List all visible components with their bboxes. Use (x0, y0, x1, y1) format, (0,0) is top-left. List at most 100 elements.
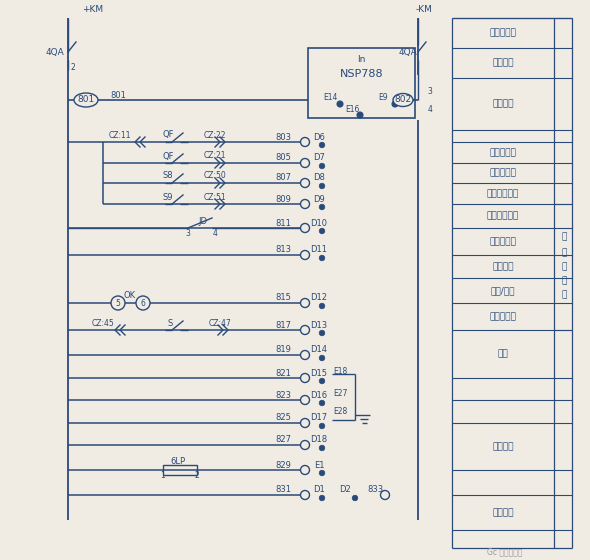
Text: 813: 813 (275, 245, 291, 254)
Text: 5: 5 (116, 298, 120, 307)
Circle shape (300, 158, 310, 167)
Bar (308, 48, 415, 118)
Text: D14: D14 (310, 346, 327, 354)
Text: 输: 输 (561, 277, 566, 286)
Text: 入: 入 (561, 291, 566, 300)
Circle shape (319, 163, 325, 169)
Text: 3: 3 (428, 87, 432, 96)
Text: QF: QF (162, 130, 173, 139)
Text: 823: 823 (275, 390, 291, 399)
Text: 弹簧未储能: 弹簧未储能 (490, 312, 516, 321)
Circle shape (319, 355, 325, 361)
Text: 1: 1 (160, 472, 165, 480)
Text: E18: E18 (333, 367, 347, 376)
Text: 4QA: 4QA (399, 48, 417, 57)
Text: 807: 807 (275, 174, 291, 183)
Text: CZ:11: CZ:11 (109, 130, 131, 139)
Ellipse shape (393, 94, 413, 106)
Text: E28: E28 (333, 408, 347, 417)
Circle shape (300, 374, 310, 382)
Text: CZ:51: CZ:51 (204, 193, 227, 202)
Text: 805: 805 (275, 153, 291, 162)
Circle shape (319, 445, 325, 451)
Text: E9: E9 (378, 92, 388, 101)
Text: D16: D16 (310, 390, 327, 399)
Circle shape (319, 330, 325, 336)
Text: 关: 关 (561, 249, 566, 258)
Text: In: In (358, 55, 366, 64)
Circle shape (319, 142, 325, 148)
Text: 6LP: 6LP (171, 458, 186, 466)
Circle shape (300, 223, 310, 232)
Text: CZ:47: CZ:47 (209, 319, 231, 328)
Circle shape (319, 378, 325, 384)
Text: D13: D13 (310, 320, 327, 329)
Text: 置检修态: 置检修态 (492, 508, 514, 517)
Text: 821: 821 (275, 368, 291, 377)
Circle shape (319, 400, 325, 406)
Text: 2: 2 (71, 63, 76, 72)
Circle shape (300, 395, 310, 404)
Text: 信号小母线: 信号小母线 (490, 29, 516, 38)
Text: +KM: +KM (83, 6, 104, 15)
Circle shape (319, 204, 325, 210)
Circle shape (300, 298, 310, 307)
Text: 819: 819 (275, 346, 291, 354)
Circle shape (319, 183, 325, 189)
Text: 断路器合位: 断路器合位 (490, 169, 516, 178)
Text: 802: 802 (395, 96, 412, 105)
Text: NSP788: NSP788 (340, 69, 384, 79)
Text: 803: 803 (275, 133, 291, 142)
Text: E16: E16 (345, 105, 359, 114)
Circle shape (319, 228, 325, 234)
Text: 手车工作位置: 手车工作位置 (487, 212, 519, 221)
Circle shape (319, 255, 325, 261)
Text: 遥信备用: 遥信备用 (492, 262, 514, 271)
Bar (163, 465, 197, 475)
Text: D11: D11 (310, 245, 327, 254)
Text: CZ:50: CZ:50 (204, 171, 227, 180)
Text: 817: 817 (275, 320, 291, 329)
Text: 断路器分位: 断路器分位 (490, 148, 516, 157)
Text: S8: S8 (163, 171, 173, 180)
Circle shape (319, 303, 325, 309)
Circle shape (136, 296, 150, 310)
Text: CZ:21: CZ:21 (204, 152, 226, 161)
Text: 备用: 备用 (497, 349, 509, 358)
Text: D15: D15 (310, 368, 327, 377)
Text: QF: QF (162, 152, 173, 161)
Text: E27: E27 (333, 390, 347, 399)
Text: D2: D2 (339, 484, 351, 493)
Text: 831: 831 (275, 486, 291, 494)
Circle shape (300, 138, 310, 147)
Text: JD: JD (198, 217, 208, 226)
Circle shape (300, 250, 310, 259)
Circle shape (300, 199, 310, 208)
Text: 2: 2 (195, 472, 199, 480)
Text: 遥信备用: 遥信备用 (492, 442, 514, 451)
Circle shape (300, 491, 310, 500)
Text: E14: E14 (323, 92, 337, 101)
Text: D10: D10 (310, 218, 327, 227)
Text: D7: D7 (313, 153, 325, 162)
Ellipse shape (74, 93, 98, 107)
Text: D12: D12 (310, 293, 327, 302)
Circle shape (392, 101, 398, 107)
Text: 装置电源: 装置电源 (492, 100, 514, 109)
Circle shape (300, 441, 310, 450)
Text: 3: 3 (186, 230, 191, 239)
Circle shape (300, 465, 310, 474)
Text: D8: D8 (313, 174, 325, 183)
Text: D9: D9 (313, 194, 325, 203)
Circle shape (357, 112, 363, 118)
Text: 手车实装位置: 手车实装位置 (487, 189, 519, 198)
Circle shape (300, 179, 310, 188)
Circle shape (300, 325, 310, 334)
Circle shape (300, 351, 310, 360)
Circle shape (111, 296, 125, 310)
Circle shape (337, 101, 343, 107)
Circle shape (352, 495, 358, 501)
Text: 量: 量 (561, 263, 566, 272)
Text: S: S (168, 319, 173, 328)
Text: 开: 开 (561, 232, 566, 241)
